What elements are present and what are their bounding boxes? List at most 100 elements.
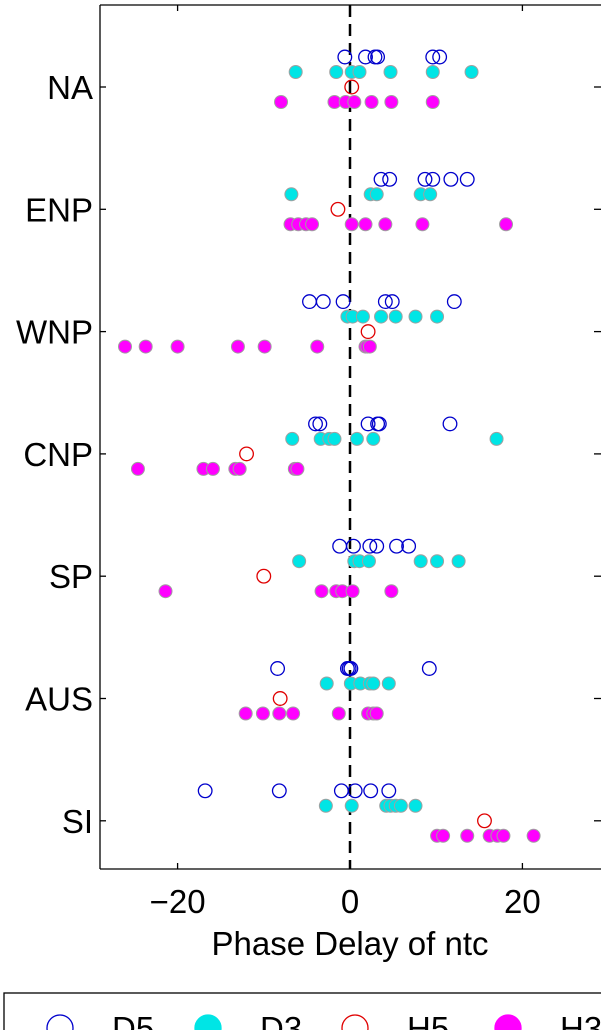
point-h3-aus-3 bbox=[286, 706, 301, 721]
legend-marker-h3 bbox=[494, 1014, 522, 1030]
point-d3-sp-5 bbox=[430, 554, 445, 569]
point-d3-sp-0 bbox=[292, 554, 307, 569]
legend-label-h3: H3 bbox=[560, 1010, 601, 1030]
point-d3-na-4 bbox=[383, 65, 398, 79]
point-d3-wnp-4 bbox=[388, 309, 403, 324]
point-d5-wnp-5 bbox=[446, 294, 462, 310]
point-d3-wnp-6 bbox=[430, 309, 445, 324]
point-d3-sp-6 bbox=[451, 554, 466, 569]
point-h3-aus-0 bbox=[238, 706, 253, 721]
point-d5-si-3 bbox=[347, 783, 363, 799]
point-h3-cnp-0 bbox=[130, 461, 145, 476]
point-h3-si-6 bbox=[526, 828, 541, 843]
point-d3-cnp-3 bbox=[327, 431, 342, 446]
point-h3-na-6 bbox=[425, 95, 440, 109]
point-h3-sp-1 bbox=[314, 584, 329, 599]
point-d5-aus-3 bbox=[343, 661, 359, 676]
point-d5-si-5 bbox=[381, 783, 397, 799]
point-d5-na-1 bbox=[358, 49, 373, 65]
point-d5-wnp-4 bbox=[384, 294, 400, 310]
point-d5-sp-1 bbox=[345, 538, 361, 554]
point-d3-wnp-2 bbox=[355, 309, 370, 324]
point-h5-sp-0 bbox=[256, 568, 272, 584]
point-d5-na-5 bbox=[432, 49, 448, 65]
point-d3-si-5 bbox=[393, 798, 408, 813]
point-d5-si-0 bbox=[197, 783, 213, 799]
x-tick-label-20: 20 bbox=[504, 883, 541, 920]
point-d3-si-0 bbox=[318, 798, 333, 813]
point-d5-si-1 bbox=[271, 783, 287, 799]
point-d5-enp-4 bbox=[443, 171, 459, 187]
point-h5-aus-0 bbox=[272, 691, 288, 706]
legend-marker-h5 bbox=[341, 1014, 369, 1030]
point-h5-cnp-0 bbox=[239, 446, 255, 462]
point-d5-enp-1 bbox=[382, 171, 398, 187]
point-h5-wnp-0 bbox=[360, 324, 376, 340]
point-d5-enp-2 bbox=[417, 171, 433, 187]
legend-marker-d5 bbox=[46, 1014, 74, 1030]
point-h3-wnp-2 bbox=[170, 339, 185, 354]
point-h3-cnp-4 bbox=[232, 461, 247, 476]
point-d5-si-2 bbox=[333, 783, 349, 799]
legend-label-d5: D5 bbox=[112, 1010, 154, 1030]
point-d5-wnp-0 bbox=[302, 294, 317, 310]
x-axis-ticks: −20 0 20 bbox=[150, 5, 541, 920]
point-d3-sp-4 bbox=[413, 554, 428, 569]
point-h3-enp-7 bbox=[415, 217, 430, 232]
x-tick-label-0: 0 bbox=[341, 883, 359, 920]
point-d5-sp-5 bbox=[401, 538, 417, 554]
y-tick-label-si: SI bbox=[62, 803, 93, 840]
point-d3-na-1 bbox=[329, 65, 344, 79]
point-d5-na-3 bbox=[370, 49, 386, 65]
point-h3-enp-8 bbox=[499, 217, 514, 232]
point-h3-si-1 bbox=[436, 828, 451, 843]
point-d3-enp-2 bbox=[369, 187, 384, 202]
point-h3-enp-3 bbox=[305, 217, 320, 232]
point-h3-wnp-3 bbox=[230, 339, 245, 354]
point-h3-sp-4 bbox=[345, 584, 360, 599]
point-h3-cnp-2 bbox=[205, 461, 220, 476]
point-d5-cnp-5 bbox=[442, 416, 458, 432]
legend-label-d3: D3 bbox=[260, 1010, 302, 1030]
point-d3-na-6 bbox=[464, 65, 479, 79]
point-d5-wnp-3 bbox=[377, 294, 393, 310]
legend-label-h5: H5 bbox=[407, 1010, 449, 1030]
point-d5-cnp-2 bbox=[360, 416, 376, 432]
point-h3-sp-0 bbox=[158, 584, 173, 599]
point-h3-aus-4 bbox=[331, 706, 346, 721]
point-d5-sp-3 bbox=[369, 538, 385, 554]
point-h3-na-5 bbox=[384, 95, 399, 109]
point-d3-si-6 bbox=[408, 798, 423, 813]
point-d5-cnp-4 bbox=[371, 416, 387, 432]
point-h3-enp-4 bbox=[344, 217, 359, 232]
point-d3-na-3 bbox=[352, 65, 367, 79]
point-d3-si-1 bbox=[344, 798, 359, 813]
point-h3-sp-5 bbox=[384, 584, 399, 599]
point-d5-na-0 bbox=[337, 49, 353, 65]
point-h5-si-0 bbox=[477, 813, 492, 829]
y-tick-label-wnp: WNP bbox=[16, 314, 93, 351]
data-markers bbox=[118, 49, 541, 843]
point-d5-na-4 bbox=[425, 49, 441, 65]
y-tick-label-aus: AUS bbox=[25, 681, 93, 718]
legend: D5 D3 H5 H3 bbox=[3, 992, 601, 1030]
point-d5-cnp-0 bbox=[308, 416, 323, 432]
point-h3-wnp-5 bbox=[310, 339, 325, 354]
point-h3-wnp-8 bbox=[362, 339, 377, 354]
point-d5-wnp-1 bbox=[315, 294, 331, 310]
point-d3-enp-0 bbox=[284, 187, 299, 202]
point-h3-si-5 bbox=[496, 828, 511, 843]
point-h3-na-3 bbox=[347, 95, 362, 109]
x-axis-title: Phase Delay of ntc bbox=[212, 925, 489, 962]
point-d5-aus-4 bbox=[421, 661, 437, 676]
point-d5-sp-0 bbox=[332, 538, 348, 554]
y-tick-label-sp: SP bbox=[49, 558, 93, 595]
point-d3-cnp-0 bbox=[285, 431, 300, 446]
point-h3-wnp-4 bbox=[257, 339, 272, 354]
point-h3-aus-2 bbox=[272, 706, 287, 721]
y-axis-ticks: NA ENP WNP CNP SP AUS SI bbox=[16, 69, 601, 840]
point-h3-na-4 bbox=[364, 95, 379, 109]
point-d3-enp-4 bbox=[423, 187, 438, 202]
point-d5-enp-0 bbox=[373, 171, 389, 187]
